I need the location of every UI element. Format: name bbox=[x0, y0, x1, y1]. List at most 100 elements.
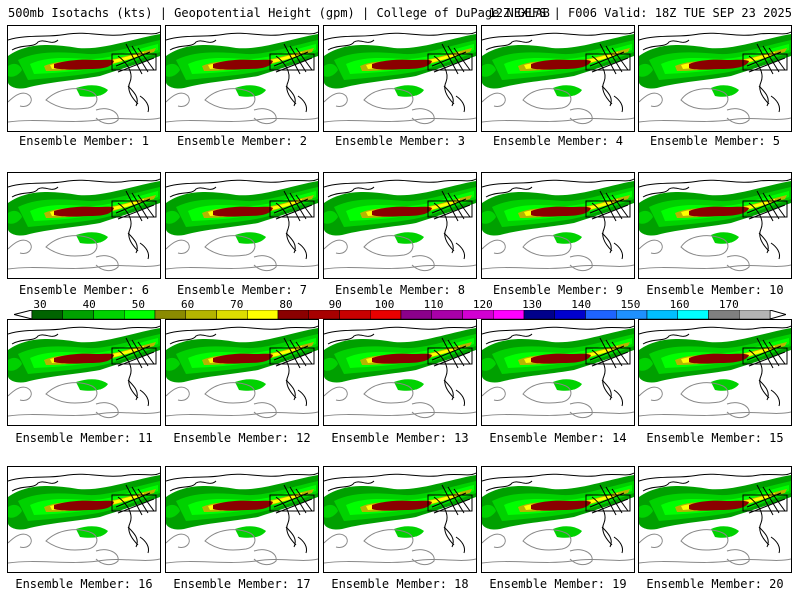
ensemble-member-label: Ensemble Member: 6 bbox=[18, 283, 150, 297]
ensemble-member-map bbox=[165, 319, 319, 426]
scale-left-arrow bbox=[14, 310, 33, 319]
scale-tick-label: 90 bbox=[328, 298, 342, 311]
ensemble-member-label: Ensemble Member: 13 bbox=[331, 431, 469, 445]
scale-tick-label: 100 bbox=[374, 298, 395, 311]
ensemble-member-label: Ensemble Member: 14 bbox=[489, 431, 627, 445]
ensemble-member-label: Ensemble Member: 2 bbox=[176, 134, 308, 148]
ensemble-member-label: Ensemble Member: 10 bbox=[646, 283, 784, 297]
wind-field-map bbox=[166, 325, 318, 419]
ensemble-member-label: Ensemble Member: 17 bbox=[173, 577, 311, 591]
scale-swatch bbox=[400, 310, 432, 319]
scale-tick-label: 130 bbox=[522, 298, 542, 311]
wind-field-map bbox=[166, 31, 318, 125]
ensemble-member-label: Ensemble Member: 19 bbox=[489, 577, 627, 591]
ensemble-member-map bbox=[323, 25, 477, 132]
ensemble-member-map bbox=[165, 172, 319, 279]
scale-swatch bbox=[462, 310, 494, 319]
ensemble-member-label: Ensemble Member: 16 bbox=[15, 577, 153, 591]
scale-tick-label: 140 bbox=[571, 298, 592, 311]
scale-swatch bbox=[523, 310, 555, 319]
ensemble-member-map bbox=[165, 25, 319, 132]
wind-field-map bbox=[166, 178, 318, 272]
ensemble-member-map bbox=[638, 319, 792, 426]
ensemble-member-label: Ensemble Member: 9 bbox=[492, 283, 624, 297]
ensemble-member-label: Ensemble Member: 12 bbox=[173, 431, 311, 445]
ensemble-member-label: Ensemble Member: 15 bbox=[646, 431, 784, 445]
scale-swatch bbox=[554, 310, 586, 319]
color-scale-bar bbox=[14, 310, 786, 319]
scale-swatch bbox=[216, 310, 248, 319]
ensemble-member-label: Ensemble Member: 20 bbox=[646, 577, 784, 591]
model-valid-time: 12Z GEFS | F006 Valid: 18Z TUE SEP 23 20… bbox=[488, 6, 792, 20]
ensemble-member-map bbox=[165, 466, 319, 573]
scale-swatch bbox=[616, 310, 648, 319]
scale-swatch bbox=[339, 310, 371, 319]
scale-tick-label: 40 bbox=[82, 298, 96, 311]
scale-swatch bbox=[493, 310, 525, 319]
wind-field-map bbox=[639, 472, 791, 566]
ensemble-member-map bbox=[323, 172, 477, 279]
wind-field-map bbox=[324, 325, 476, 419]
ensemble-member-map bbox=[7, 25, 161, 132]
ensemble-member-map bbox=[481, 25, 635, 132]
ensemble-member-map bbox=[323, 466, 477, 573]
wind-field-map bbox=[482, 325, 634, 419]
ensemble-member-label: Ensemble Member: 4 bbox=[492, 134, 624, 148]
scale-swatch bbox=[124, 310, 156, 319]
ensemble-member-map bbox=[481, 172, 635, 279]
scale-swatch bbox=[31, 310, 63, 319]
scale-tick-label: 170 bbox=[718, 298, 739, 311]
ensemble-member-label: Ensemble Member: 8 bbox=[334, 283, 466, 297]
ensemble-member-label: Ensemble Member: 11 bbox=[15, 431, 153, 445]
ensemble-member-map bbox=[481, 319, 635, 426]
ensemble-member-label: Ensemble Member: 7 bbox=[176, 283, 308, 297]
ensemble-member-map bbox=[323, 319, 477, 426]
scale-tick-label: 50 bbox=[131, 298, 146, 311]
scale-swatch bbox=[277, 310, 309, 319]
scale-swatch bbox=[585, 310, 617, 319]
wind-field-map bbox=[8, 325, 160, 419]
ensemble-member-map bbox=[638, 172, 792, 279]
wind-field-map bbox=[324, 472, 476, 566]
wind-field-map bbox=[639, 325, 791, 419]
scale-swatch bbox=[185, 310, 217, 319]
scale-tick-label: 160 bbox=[669, 298, 690, 311]
scale-swatch bbox=[93, 310, 125, 319]
wind-field-map bbox=[8, 178, 160, 272]
scale-tick-label: 60 bbox=[180, 298, 195, 311]
wind-field-map bbox=[482, 472, 634, 566]
scale-tick-label: 150 bbox=[620, 298, 641, 311]
ensemble-member-map bbox=[7, 466, 161, 573]
wind-field-map bbox=[8, 472, 160, 566]
wind-field-map bbox=[324, 178, 476, 272]
wind-field-map bbox=[482, 31, 634, 125]
scale-swatch bbox=[62, 310, 94, 319]
scale-tick-label: 70 bbox=[230, 298, 244, 311]
scale-tick-label: 110 bbox=[423, 298, 444, 311]
scale-swatch bbox=[308, 310, 340, 319]
ensemble-member-map bbox=[638, 25, 792, 132]
scale-swatch bbox=[431, 310, 463, 319]
ensemble-member-map bbox=[638, 466, 792, 573]
wind-field-map bbox=[639, 178, 791, 272]
ensemble-member-label: Ensemble Member: 3 bbox=[334, 134, 466, 148]
scale-swatch bbox=[677, 310, 709, 319]
map-title: 500mb Isotachs (kts) | Geopotential Heig… bbox=[8, 6, 550, 20]
wind-field-map bbox=[482, 178, 634, 272]
scale-swatch bbox=[708, 310, 740, 319]
wind-field-map bbox=[8, 31, 160, 125]
scale-swatch bbox=[247, 310, 279, 319]
scale-swatch bbox=[154, 310, 186, 319]
color-scale-legend: 30 40 50 60 70 80 90 100 110 120 130 140 150 160 170 bbox=[14, 299, 786, 319]
ensemble-member-label: Ensemble Member: 1 bbox=[18, 134, 150, 148]
scale-swatch bbox=[646, 310, 678, 319]
ensemble-member-map bbox=[7, 172, 161, 279]
scale-tick-label: 120 bbox=[472, 298, 493, 311]
wind-field-map bbox=[639, 31, 791, 125]
wind-field-map bbox=[166, 472, 318, 566]
ensemble-member-label: Ensemble Member: 18 bbox=[331, 577, 469, 591]
scale-tick-label: 80 bbox=[279, 298, 293, 311]
ensemble-member-map bbox=[481, 466, 635, 573]
scale-tick-label: 30 bbox=[33, 298, 47, 311]
ensemble-member-label: Ensemble Member: 5 bbox=[649, 134, 781, 148]
